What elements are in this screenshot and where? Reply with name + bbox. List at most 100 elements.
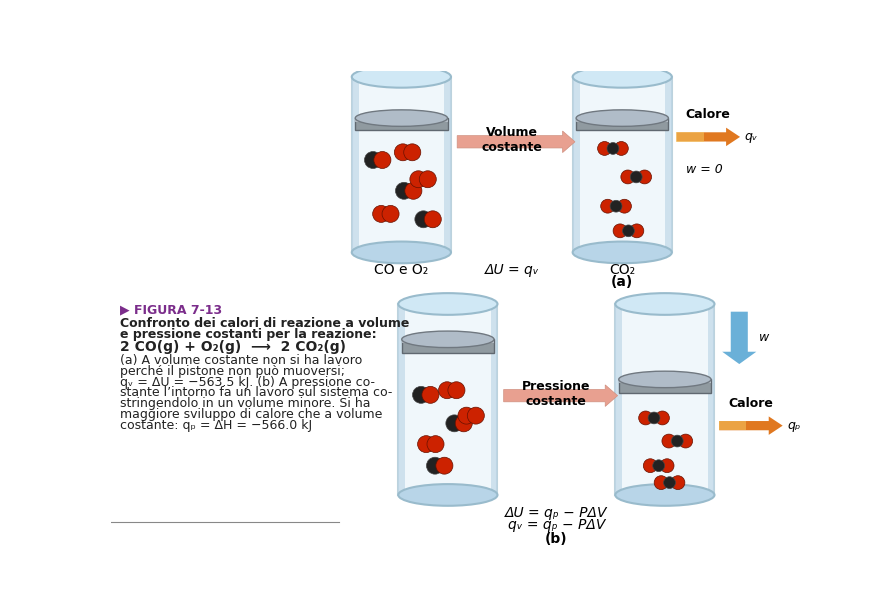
Bar <box>352 77 451 253</box>
Circle shape <box>656 411 669 425</box>
Text: Volume
costante: Volume costante <box>481 127 542 154</box>
Text: ΔU = qₚ − PΔV: ΔU = qₚ − PΔV <box>505 506 608 519</box>
Circle shape <box>679 434 693 448</box>
Circle shape <box>439 382 455 399</box>
FancyArrow shape <box>457 131 575 153</box>
FancyArrow shape <box>503 385 618 406</box>
Bar <box>615 304 622 495</box>
Circle shape <box>613 224 627 238</box>
Circle shape <box>639 411 653 425</box>
Bar <box>401 339 494 343</box>
Bar <box>491 304 497 495</box>
Circle shape <box>448 382 465 399</box>
Bar <box>352 77 359 253</box>
Circle shape <box>395 183 413 199</box>
Text: Calore: Calore <box>728 397 773 411</box>
Circle shape <box>643 459 657 472</box>
Circle shape <box>417 436 435 452</box>
Text: w: w <box>759 332 770 345</box>
Circle shape <box>404 144 421 161</box>
Bar <box>572 77 579 253</box>
Circle shape <box>638 170 651 184</box>
Ellipse shape <box>399 484 497 506</box>
Circle shape <box>614 141 628 155</box>
Circle shape <box>597 141 611 155</box>
Circle shape <box>373 206 390 223</box>
Circle shape <box>660 459 674 472</box>
Circle shape <box>467 407 485 424</box>
Text: (b): (b) <box>545 532 568 546</box>
Text: perché il pistone non può muoversi;: perché il pistone non può muoversi; <box>120 365 345 378</box>
Text: ΔU = qᵥ: ΔU = qᵥ <box>485 263 539 277</box>
Bar <box>708 304 714 495</box>
Circle shape <box>618 199 632 213</box>
Circle shape <box>662 434 676 448</box>
Polygon shape <box>719 416 782 435</box>
Text: qᵥ: qᵥ <box>745 130 758 143</box>
Text: stringendolo in un volume minore. Si ha: stringendolo in un volume minore. Si ha <box>120 397 370 410</box>
Circle shape <box>455 415 472 432</box>
Circle shape <box>630 171 642 183</box>
Text: (a): (a) <box>611 274 633 289</box>
Circle shape <box>382 206 399 223</box>
Circle shape <box>426 457 444 474</box>
Circle shape <box>424 211 441 228</box>
Bar <box>618 379 711 393</box>
Text: stante l’intorno fa un lavoro sul sistema co-: stante l’intorno fa un lavoro sul sistem… <box>120 386 392 399</box>
Circle shape <box>427 436 444 452</box>
Circle shape <box>413 386 430 403</box>
Circle shape <box>648 412 660 424</box>
Ellipse shape <box>615 293 714 315</box>
Text: ▶ FIGURA 7-13: ▶ FIGURA 7-13 <box>120 303 222 316</box>
Circle shape <box>446 415 462 432</box>
Text: CO₂: CO₂ <box>610 263 635 277</box>
Ellipse shape <box>355 110 447 127</box>
Bar <box>444 77 451 253</box>
Bar <box>618 379 711 383</box>
Ellipse shape <box>352 241 451 263</box>
Text: qᵥ = qₚ − PΔV: qᵥ = qₚ − PΔV <box>508 518 605 532</box>
Text: CO e O₂: CO e O₂ <box>374 263 429 277</box>
Text: qᵥ = ΔU = −563.5 kJ. (b) A pressione co-: qᵥ = ΔU = −563.5 kJ. (b) A pressione co- <box>120 376 375 389</box>
Circle shape <box>364 151 382 168</box>
Ellipse shape <box>399 293 497 315</box>
Bar <box>401 339 494 353</box>
Circle shape <box>410 171 427 188</box>
Text: (a) A volume costante non si ha lavoro: (a) A volume costante non si ha lavoro <box>120 354 362 367</box>
Text: Pressione
costante: Pressione costante <box>522 380 591 408</box>
Circle shape <box>436 457 453 474</box>
Circle shape <box>672 435 683 447</box>
Ellipse shape <box>576 110 668 127</box>
Bar <box>572 77 672 253</box>
Ellipse shape <box>352 66 451 88</box>
Bar <box>576 118 668 122</box>
Text: 2 CO(g) + O₂(g)  ⟶  2 CO₂(g): 2 CO(g) + O₂(g) ⟶ 2 CO₂(g) <box>120 340 346 354</box>
Text: qₚ: qₚ <box>788 419 801 432</box>
Polygon shape <box>722 312 757 364</box>
Circle shape <box>374 151 391 168</box>
Text: Calore: Calore <box>686 108 731 121</box>
Text: w = 0: w = 0 <box>686 163 723 176</box>
Polygon shape <box>677 128 740 146</box>
Circle shape <box>458 407 475 424</box>
Circle shape <box>664 477 675 488</box>
Bar <box>399 304 497 495</box>
Circle shape <box>422 386 439 403</box>
Circle shape <box>607 143 619 154</box>
Ellipse shape <box>615 484 714 506</box>
Polygon shape <box>719 421 746 431</box>
Circle shape <box>601 199 615 213</box>
Circle shape <box>621 170 634 184</box>
Circle shape <box>630 224 644 238</box>
Text: costante: qₚ = ΔH = −566.0 kJ: costante: qₚ = ΔH = −566.0 kJ <box>120 419 312 432</box>
Circle shape <box>610 200 622 212</box>
Text: e pressione costanti per la reazione:: e pressione costanti per la reazione: <box>120 328 377 341</box>
Ellipse shape <box>572 66 672 88</box>
Polygon shape <box>677 133 703 141</box>
Circle shape <box>394 144 411 161</box>
Bar <box>355 118 447 130</box>
Bar <box>664 77 672 253</box>
Bar <box>615 304 714 495</box>
Ellipse shape <box>401 331 494 348</box>
Text: maggiore sviluppo di calore che a volume: maggiore sviluppo di calore che a volume <box>120 408 383 421</box>
